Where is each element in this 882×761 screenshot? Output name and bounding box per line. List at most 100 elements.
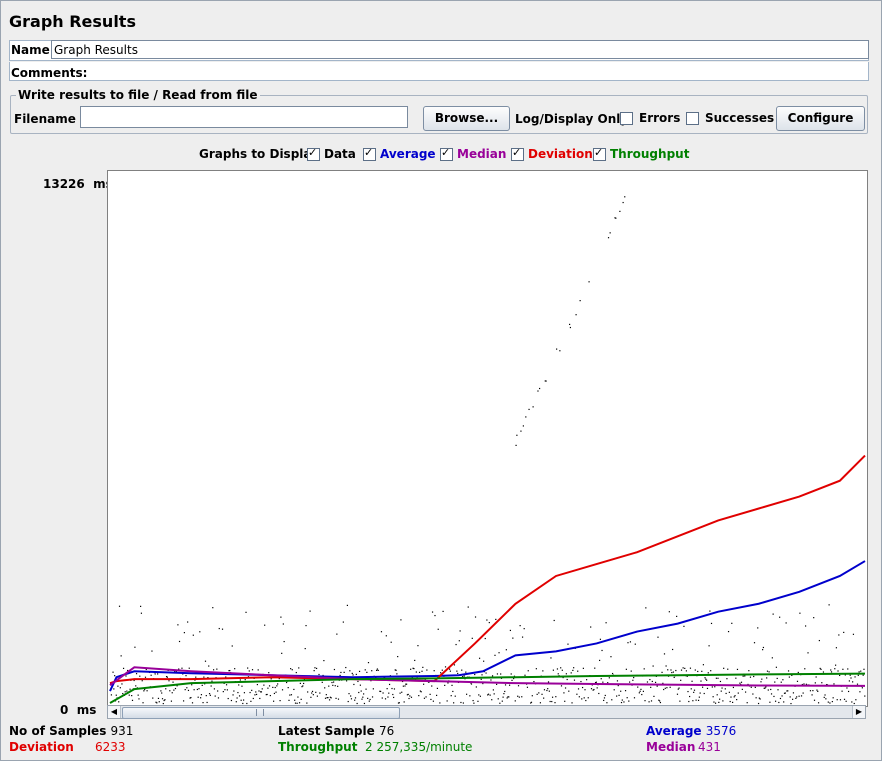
data-point: [112, 671, 114, 673]
data-point: [255, 691, 257, 693]
data-point: [242, 702, 244, 705]
data-point: [151, 650, 153, 652]
data-point: [779, 697, 782, 700]
data-point: [543, 697, 545, 699]
name-input[interactable]: [51, 40, 869, 59]
data-point: [118, 701, 120, 703]
data-point: [236, 697, 238, 699]
data-point: [496, 683, 498, 685]
filename-input[interactable]: [80, 106, 408, 128]
name-label: Name:: [11, 43, 55, 57]
data-point: [186, 687, 188, 689]
data-point: [639, 690, 641, 692]
data-point: [843, 631, 845, 634]
scroll-left-arrow-icon[interactable]: ◀: [108, 706, 121, 718]
comments-input[interactable]: [78, 63, 866, 79]
data-point: [705, 678, 707, 680]
data-point: [491, 675, 494, 677]
data-point: [603, 699, 605, 702]
data-point: [504, 684, 507, 686]
data-checkbox[interactable]: [307, 146, 320, 161]
browse-button[interactable]: Browse...: [423, 106, 510, 131]
graph-toggle-median[interactable]: Median: [440, 146, 506, 161]
data-point: [178, 640, 181, 643]
graph-toggle-deviation[interactable]: Deviation: [511, 146, 593, 161]
data-point: [819, 667, 821, 670]
data-point: [680, 679, 682, 681]
data-point: [720, 690, 722, 692]
data-point: [754, 686, 756, 689]
data-point: [491, 699, 493, 701]
page-title: Graph Results: [9, 12, 136, 31]
data-point: [764, 687, 766, 689]
data-point: [530, 701, 533, 703]
data-point: [710, 670, 712, 672]
data-point: [663, 653, 666, 655]
data-point: [260, 691, 263, 693]
data-point: [415, 671, 417, 673]
data-point: [455, 643, 457, 646]
successes-checkbox[interactable]: [686, 111, 699, 125]
data-point: [177, 624, 179, 626]
data-point: [379, 690, 381, 692]
data-point: [235, 701, 237, 703]
data-point: [192, 634, 194, 636]
average-checkbox[interactable]: [363, 146, 376, 161]
configure-button[interactable]: Configure: [776, 106, 865, 131]
data-point: [621, 699, 623, 701]
successes-checkbox-group[interactable]: Successes: [686, 111, 774, 125]
graph-toggle-data[interactable]: Data: [307, 146, 356, 161]
data-point: [248, 670, 250, 672]
data-point: [395, 669, 397, 671]
data-point: [776, 677, 778, 680]
data-point: [250, 700, 252, 702]
data-point: [170, 700, 173, 702]
errors-checkbox[interactable]: [620, 111, 633, 125]
data-point: [144, 676, 147, 678]
data-point: [523, 628, 525, 630]
errors-checkbox-group[interactable]: Errors: [620, 111, 680, 125]
data-point: [122, 667, 125, 669]
filename-label: Filename: [14, 112, 76, 126]
data-point: [813, 699, 816, 701]
data-point: [762, 649, 764, 651]
data-point: [517, 685, 520, 687]
data-point: [126, 690, 128, 692]
data-point: [420, 691, 422, 693]
deviation-checkbox[interactable]: [511, 146, 524, 161]
data-point: [252, 697, 254, 700]
graph-toggle-throughput[interactable]: Throughput: [593, 146, 689, 161]
data-point: [358, 670, 361, 673]
data-point: [119, 687, 121, 689]
throughput-checkbox[interactable]: [593, 146, 606, 161]
graph-toggle-average[interactable]: Average: [363, 146, 436, 161]
data-point: [323, 659, 325, 662]
data-point: [204, 660, 207, 662]
data-point: [208, 665, 210, 667]
data-point: [662, 682, 664, 684]
data-point: [689, 695, 691, 698]
data-point: [581, 686, 584, 689]
data-point: [225, 684, 228, 686]
horizontal-scrollbar[interactable]: ◀ ▶: [107, 705, 866, 719]
data-point: [732, 701, 734, 703]
data-point: [419, 690, 421, 692]
data-point: [393, 696, 395, 699]
data-point: [229, 669, 231, 672]
data-point: [785, 622, 787, 624]
data-point: [839, 699, 842, 701]
data-point: [272, 686, 274, 689]
data-point: [224, 689, 226, 691]
data-point: [197, 696, 199, 698]
median-checkbox[interactable]: [440, 146, 453, 161]
data-point: [495, 618, 497, 621]
throughput-value: 2 257,335/minute: [365, 740, 473, 754]
data-point: [490, 679, 492, 681]
data-point: [511, 679, 513, 681]
throughput-stat-label: Throughput: [278, 740, 358, 754]
scroll-right-arrow-icon[interactable]: ▶: [852, 706, 865, 718]
scrollbar-thumb[interactable]: [122, 707, 400, 719]
data-point: [614, 217, 616, 219]
data-point: [607, 682, 609, 684]
data-point: [617, 684, 619, 687]
